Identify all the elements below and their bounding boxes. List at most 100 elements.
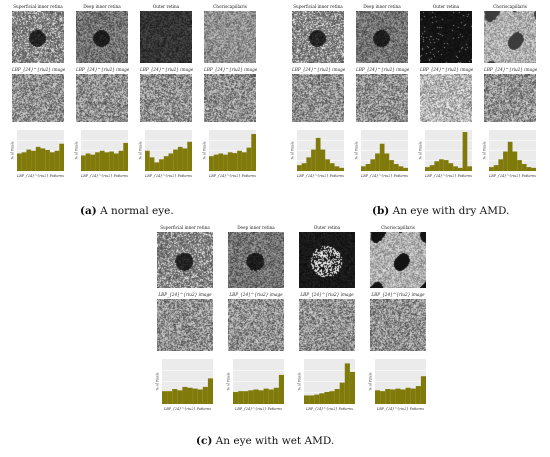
oct-row-title: Superficial inner retina [13, 4, 63, 9]
hist-bar-0-2-7 [177, 146, 183, 171]
hist-ylabel: % of Pixels [291, 141, 295, 159]
hist-xlabel: LBP_{24}^{riu2} Patterns [424, 174, 472, 178]
hist-xlabel: LBP_{24}^{riu2} Patterns [144, 174, 192, 178]
hist-bar-0-1-8 [118, 150, 124, 171]
hist-bar-0-3-8 [246, 147, 252, 171]
lbp-image-title: LBP_{24}^{riu2} image [300, 292, 354, 297]
hist-bar-1-0-5 [320, 149, 326, 171]
hist-bar-1-0-1 [301, 163, 307, 171]
lbp-histogram: % of Pixels LBP_{24}^{riu2} Patterns [11, 130, 64, 178]
hist-bar-0-1-0 [81, 155, 86, 171]
hist-bar-1-1-4 [379, 143, 385, 171]
hist-bar-1-3-6 [517, 160, 522, 171]
hist-bar-0-1-6 [109, 151, 114, 171]
hist-bar-2-0-8 [202, 386, 208, 404]
hist-bar-0-2-0 [145, 150, 150, 171]
lbp-image-title: LBP_{24}^{riu2} image [12, 67, 66, 72]
oct-angiogram-image [484, 11, 536, 63]
lbp-histogram: % of Pixels LBP_{24}^{riu2} Patterns [298, 359, 355, 411]
hist-xlabel: LBP_{24}^{riu2} Patterns [80, 174, 128, 178]
lbp-histogram: % of Pixels LBP_{24}^{riu2} Patterns [355, 130, 408, 178]
hist-bar-1-1-7 [393, 163, 399, 171]
oct-row-title: Deep inner retina [237, 225, 275, 230]
lbp-texture-image [356, 74, 408, 122]
hist-bar-1-2-7 [457, 167, 463, 171]
hist-bar-1-0-8 [334, 166, 340, 171]
hist-bar-2-2-4 [324, 392, 330, 404]
hist-bar-2-1-9 [278, 374, 284, 404]
hist-bar-1-0-3 [311, 149, 316, 171]
lbp-histogram: % of Pixels LBP_{24}^{riu2} Patterns [139, 130, 192, 178]
hist-bar-0-1-2 [90, 154, 96, 171]
oct-row-title: Outer retina [152, 4, 180, 9]
lbp-texture-image [140, 74, 192, 122]
oct-angiogram-image [420, 11, 472, 63]
oct-row-title: Deep inner retina [363, 4, 401, 9]
hist-bar-0-0-4 [35, 146, 41, 171]
panel-c-wet-amd: Superficial inner retina LBP_{24}^{riu2} … [156, 225, 427, 425]
hist-ylabel: % of Pixels [355, 141, 359, 159]
hist-ylabel: % of Pixels [369, 372, 373, 390]
hist-bar-2-2-0 [304, 395, 310, 404]
hist-ylabel: % of Pixels [139, 141, 143, 159]
lbp-histogram: % of Pixels LBP_{24}^{riu2} Patterns [75, 130, 128, 178]
hist-xlabel: LBP_{24}^{riu2} Patterns [296, 174, 344, 178]
hist-bar-2-0-0 [162, 391, 168, 404]
oct-angiogram-image [12, 11, 64, 63]
hist-bar-0-1-9 [123, 142, 128, 171]
lbp-histogram: % of Pixels LBP_{24}^{riu2} Patterns [227, 359, 284, 411]
hist-bar-2-3-5 [400, 389, 406, 404]
hist-ylabel: % of Pixels [419, 141, 423, 159]
hist-ylabel: % of Pixels [156, 372, 160, 390]
lbp-histogram: % of Pixels LBP_{24}^{riu2} Patterns [483, 130, 536, 178]
lbp-texture-image [157, 299, 213, 351]
hist-ylabel: % of Pixels [11, 141, 15, 159]
hist-bar-0-3-0 [209, 156, 214, 171]
hist-bar-0-0-6 [45, 149, 50, 171]
hist-bar-1-2-3 [439, 159, 444, 171]
hist-bar-2-3-6 [405, 387, 411, 404]
hist-bar-0-0-0 [17, 153, 22, 171]
hist-bar-1-3-7 [521, 163, 527, 171]
hist-bar-0-0-7 [49, 152, 55, 171]
hist-bar-1-2-2 [434, 161, 440, 171]
lbp-texture-image [228, 299, 284, 351]
oct-angiogram-image [299, 232, 355, 288]
hist-bar-0-0-5 [40, 148, 46, 171]
hist-bar-0-0-2 [26, 149, 32, 171]
lbp-histogram: % of Pixels LBP_{24}^{riu2} Patterns [203, 130, 256, 178]
hist-bar-2-1-6 [263, 388, 269, 404]
hist-bar-1-1-5 [384, 153, 390, 171]
hist-bar-0-2-6 [173, 149, 178, 171]
lbp-image-title: LBP_{24}^{riu2} image [420, 67, 474, 72]
hist-bar-0-2-1 [149, 157, 155, 171]
hist-bar-2-2-1 [309, 395, 315, 404]
lbp-texture-image [12, 74, 64, 122]
caption-c: (c) An eye with wet AMD. [196, 435, 335, 447]
lbp-histogram: % of Pixels LBP_{24}^{riu2} Patterns [419, 130, 472, 178]
hist-bar-0-0-3 [31, 150, 36, 171]
hist-bar-1-3-0 [489, 167, 494, 171]
lbp-texture-image [370, 299, 426, 351]
oct-row-title: Choriocapillaris [213, 4, 247, 9]
lbp-texture-image [76, 74, 128, 122]
hist-bar-0-1-5 [104, 152, 110, 171]
hist-bar-2-1-7 [268, 389, 274, 404]
hist-bar-2-1-3 [248, 390, 254, 404]
hist-bar-1-3-3 [503, 151, 508, 171]
hist-ylabel: % of Pixels [75, 141, 79, 159]
hist-bar-2-3-3 [390, 389, 396, 404]
hist-bar-1-3-2 [498, 159, 504, 171]
hist-bar-1-1-6 [389, 160, 394, 171]
hist-xlabel: LBP_{24}^{riu2} Patterns [305, 407, 353, 411]
oct-angiogram-image [76, 11, 128, 63]
hist-bar-1-0-0 [297, 165, 302, 171]
lbp-image-title: LBP_{24}^{riu2} image [371, 292, 425, 297]
hist-bar-2-0-3 [177, 390, 183, 404]
hist-bar-0-3-3 [223, 154, 228, 171]
hist-bar-1-2-6 [453, 166, 458, 171]
lbp-image-title: LBP_{24}^{riu2} image [484, 67, 538, 72]
hist-bar-1-0-4 [315, 137, 321, 171]
hist-bar-0-2-4 [163, 156, 169, 171]
hist-bar-2-3-2 [385, 389, 391, 404]
